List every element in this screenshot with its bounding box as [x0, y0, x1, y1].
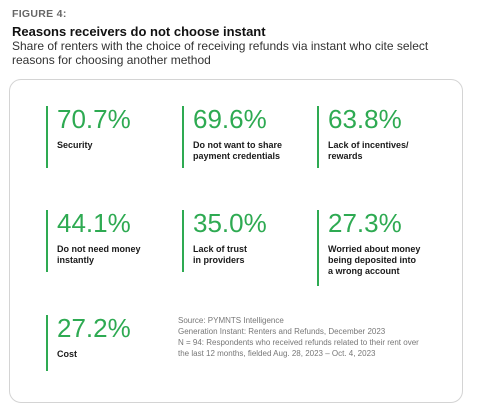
chart-subtitle: Share of renters with the choice of rece… [12, 39, 429, 67]
chart-title: Reasons receivers do not choose instant [12, 24, 266, 39]
source-note: Source: PYMNTS Intelligence Generation I… [178, 315, 428, 359]
stat-security: 70.7% Security [46, 104, 171, 168]
stat-value: 27.3% [328, 208, 402, 238]
source-line: N = 94: Respondents who received refunds… [178, 338, 419, 358]
stat-value: 35.0% [193, 208, 267, 238]
figure-label: FIGURE 4: [12, 8, 67, 20]
source-line: Source: PYMNTS Intelligence [178, 316, 284, 325]
stat-trust-providers: 35.0% Lack of trust in providers [182, 208, 307, 272]
stat-payment-credentials: 69.6% Do not want to share payment crede… [182, 104, 307, 168]
stat-money-instantly: 44.1% Do not need money instantly [46, 208, 171, 272]
stat-wrong-account: 27.3% Worried about money being deposite… [317, 208, 442, 286]
stat-label: Lack of incentives/ rewards [328, 140, 409, 161]
stat-label: Lack of trust in providers [193, 244, 248, 265]
stats-card: 70.7% Security 69.6% Do not want to shar… [9, 79, 463, 403]
stat-value: 70.7% [57, 104, 131, 134]
source-line: Generation Instant: Renters and Refunds,… [178, 327, 386, 336]
stat-label: Cost [57, 349, 77, 359]
stat-label: Security [57, 140, 93, 150]
stat-label: Worried about money being deposited into… [328, 244, 421, 276]
stat-cost: 27.2% Cost [46, 313, 171, 371]
stat-label: Do not need money instantly [57, 244, 141, 265]
stat-value: 63.8% [328, 104, 402, 134]
stat-incentives-rewards: 63.8% Lack of incentives/ rewards [317, 104, 442, 168]
stat-value: 44.1% [57, 208, 131, 238]
stat-label: Do not want to share payment credentials [193, 140, 283, 161]
stat-value: 27.2% [57, 313, 131, 343]
stat-value: 69.6% [193, 104, 267, 134]
